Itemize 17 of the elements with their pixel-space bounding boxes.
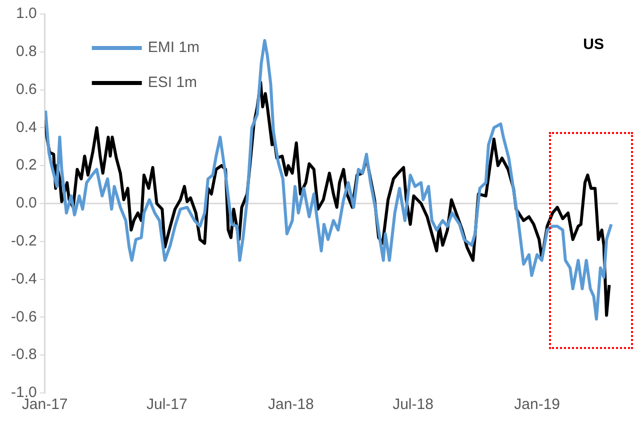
y-tick-label: -0.4 xyxy=(10,270,37,288)
y-tick-label: 0.0 xyxy=(16,194,37,212)
y-tick-label: -0.2 xyxy=(10,232,37,250)
legend-label: ESI 1m xyxy=(148,74,198,92)
legend-label: EMI 1m xyxy=(148,39,200,56)
x-tick-label: Jul-18 xyxy=(392,396,434,414)
x-tick-label: Jan-18 xyxy=(268,396,314,414)
y-tick-label: 0.2 xyxy=(16,156,37,174)
y-tick-label: 1.0 xyxy=(16,5,37,22)
y-tick-label: 0.6 xyxy=(16,80,37,98)
y-tick-label: -0.8 xyxy=(10,346,37,364)
x-tick-label: Jan-19 xyxy=(514,396,560,414)
text: US xyxy=(583,36,604,54)
y-tick-label: 0.8 xyxy=(16,43,37,60)
x-tick-label: Jul-17 xyxy=(146,396,188,414)
y-tick-label: -0.6 xyxy=(10,308,37,326)
y-tick-label: 0.4 xyxy=(16,118,37,136)
